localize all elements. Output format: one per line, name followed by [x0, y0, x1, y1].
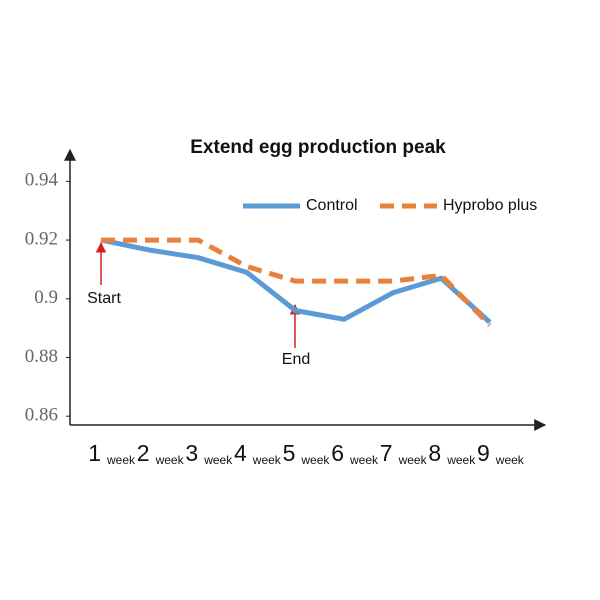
x-tick-unit: week: [106, 453, 136, 467]
x-tick-unit: week: [446, 453, 476, 467]
y-tick-label: 0.86: [25, 405, 58, 426]
legend-label: Control: [306, 197, 358, 214]
legend-label: Hyprobo plus: [443, 197, 537, 214]
series-line: [100, 237, 492, 325]
x-tick-label: 5: [283, 440, 296, 466]
y-tick-label: 0.88: [25, 346, 58, 367]
series-line: [101, 237, 492, 327]
x-tick-label: 6: [331, 440, 344, 466]
x-tick-unit: week: [155, 453, 185, 467]
x-tick-label: 4: [234, 440, 247, 466]
x-tick-label: 2: [137, 440, 150, 466]
x-tick-label: 3: [185, 440, 198, 466]
annotation: End: [282, 351, 310, 368]
x-tick-unit: week: [495, 453, 525, 467]
x-tick-label: 7: [380, 440, 393, 466]
x-tick-unit: week: [349, 453, 379, 467]
x-tick-unit: week: [252, 453, 282, 467]
x-tick-unit: week: [300, 453, 330, 467]
chart-title: Extend egg production peak: [190, 137, 446, 158]
y-tick-label: 0.9: [34, 287, 58, 308]
x-tick-label: 8: [428, 440, 441, 466]
y-tick-label: 0.92: [25, 228, 58, 249]
y-tick-label: 0.94: [25, 170, 59, 191]
x-tick-unit: week: [203, 453, 233, 467]
x-tick-label: 1: [88, 440, 101, 466]
x-tick-unit: week: [398, 453, 428, 467]
x-tick-label: 9: [477, 440, 490, 466]
annotation: Start: [87, 290, 121, 307]
